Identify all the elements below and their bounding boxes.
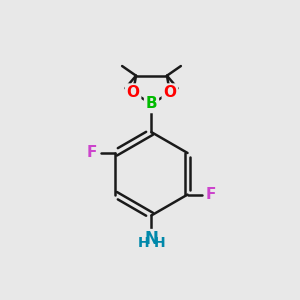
- Text: F: F: [206, 187, 217, 202]
- Text: F: F: [86, 146, 97, 160]
- Text: B: B: [146, 96, 157, 111]
- Text: O: O: [127, 85, 140, 100]
- Text: N: N: [145, 230, 158, 248]
- Text: H: H: [154, 236, 166, 250]
- Text: O: O: [164, 85, 176, 100]
- Text: H: H: [137, 236, 149, 250]
